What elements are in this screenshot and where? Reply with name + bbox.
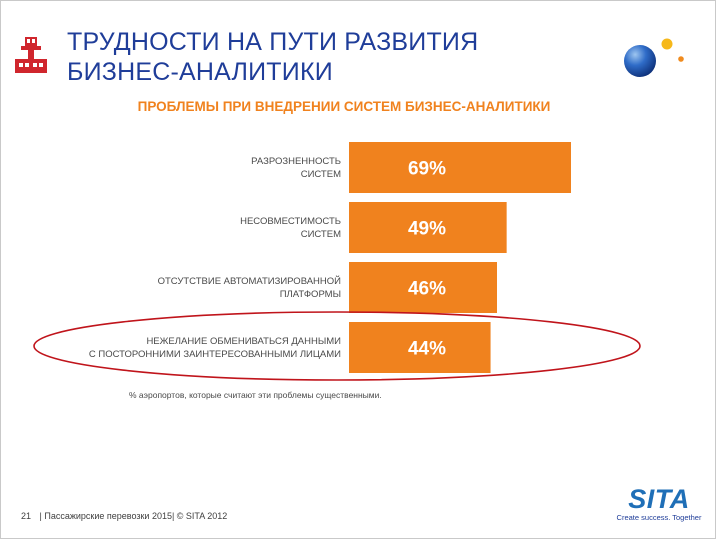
slide-title-line2: БИЗНЕС-АНАЛИТИКИ: [67, 58, 333, 86]
slide-title-line1: ТРУДНОСТИ НА ПУТИ РАЗВИТИЯ: [67, 28, 479, 56]
sita-logo-text: SITA: [628, 484, 690, 514]
category-label: НЕЖЕЛАНИЕ ОБМЕНИВАТЬСЯ ДАННЫМИ: [146, 336, 341, 347]
category-label: НЕСОВМЕСТИМОСТЬ: [240, 216, 341, 227]
bar-value-label: 69%: [408, 159, 446, 180]
bar-value-label: 46%: [408, 279, 446, 300]
category-label: С ПОСТОРОННИМИ ЗАИНТЕРЕСОВАННЫМИ ЛИЦАМИ: [89, 349, 341, 360]
page-number: 21: [21, 511, 32, 521]
chart-footnote: % аэропортов, которые считают эти пробле…: [129, 390, 382, 400]
bar: [349, 202, 507, 253]
bar: [349, 142, 571, 193]
footer: 21 | Пассажирские перевозки 2015| © SITA…: [21, 511, 227, 521]
category-label: ОТСУТСТВИЕ АВТОМАТИЗИРОВАННОЙ: [158, 275, 342, 287]
bars-layer: 69% РАЗРОЗНЕННОСТЬ СИСТЕМ 49% НЕСОВМЕСТИМОСТ…: [89, 142, 571, 373]
sita-logo: SITA Create success. Together: [613, 485, 705, 525]
category-label: ПЛАТФОРМЫ: [280, 289, 341, 300]
footer-text: | Пассажирские перевозки 2015| © SITA 20…: [39, 511, 228, 521]
globe-icon: [624, 38, 684, 77]
bar: [349, 322, 491, 373]
sita-tagline: Create success. Together: [616, 513, 702, 522]
bar-value-label: 44%: [408, 339, 446, 360]
bar-value-label: 49%: [408, 219, 446, 240]
airport-tower-icon: [15, 37, 47, 73]
slide-title: ТРУДНОСТИ НА ПУТИ РАЗВИТИЯ БИЗНЕС-АНАЛИТ…: [67, 27, 478, 87]
category-label: СИСТЕМ: [301, 229, 341, 240]
category-label: РАЗРОЗНЕННОСТЬ: [251, 156, 341, 167]
bar: [349, 262, 497, 313]
category-label: СИСТЕМ: [301, 169, 341, 180]
highlight-ellipse: [33, 311, 641, 381]
chart-title: ПРОБЛЕМЫ ПРИ ВНЕДРЕНИИ СИСТЕМ БИЗНЕС-АНА…: [138, 99, 551, 114]
